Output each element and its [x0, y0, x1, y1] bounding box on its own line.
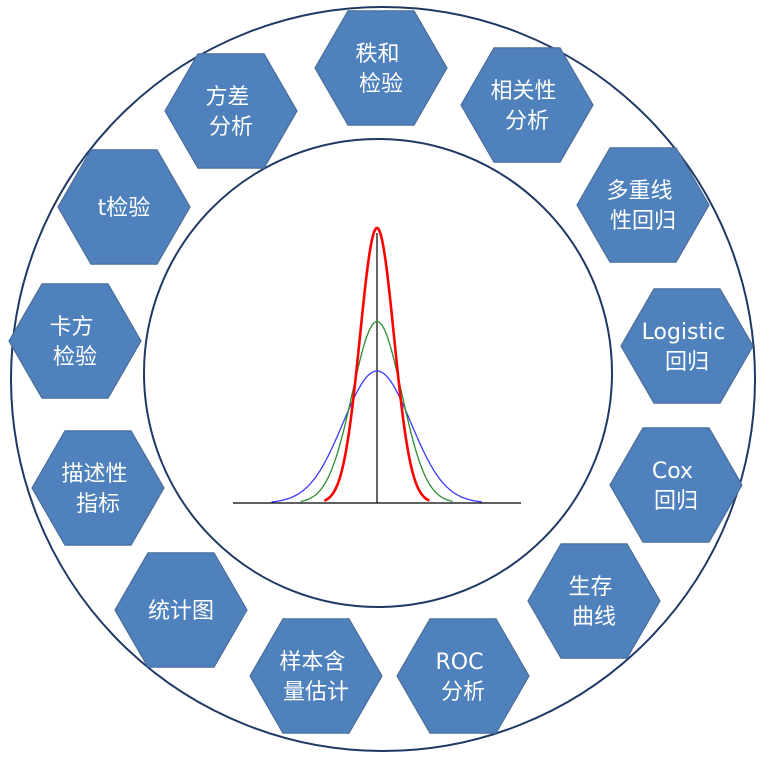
hexagon-shape	[8, 283, 142, 399]
method-label: 方差 分析	[205, 85, 256, 140]
curve-tall	[323, 226, 430, 502]
hexagon-shape	[57, 149, 191, 265]
method-label: 样本含 量估计	[279, 650, 352, 705]
method-label: t检验	[98, 196, 151, 221]
method-label: 生存 曲线	[568, 575, 619, 630]
normal-distribution-curves-icon	[233, 226, 521, 504]
method-t-test[interactable]: t检验	[57, 149, 191, 265]
hexagon-shape	[460, 47, 594, 163]
method-chi-square-test[interactable]: 卡方 检验	[8, 283, 142, 399]
hexagon-shape	[576, 147, 710, 263]
curve-wide	[271, 370, 482, 503]
method-descriptive-indicators[interactable]: 描述性 指标	[31, 430, 165, 546]
method-label: Cox 回归	[652, 459, 700, 514]
inner-ring	[143, 138, 613, 608]
hexagon-shape	[114, 552, 248, 668]
method-label: 统计图	[148, 599, 214, 624]
method-multiple-linear-regression[interactable]: 多重线 性回归	[576, 147, 710, 263]
method-roc-analysis[interactable]: ROC 分析	[396, 618, 530, 734]
method-statistical-chart[interactable]: 统计图	[114, 552, 248, 668]
hexagon-shape	[396, 618, 530, 734]
method-correlation-analysis[interactable]: 相关性 分析	[460, 47, 594, 163]
method-label: ROC 分析	[436, 650, 491, 705]
method-cox-regression[interactable]: Cox 回归	[609, 427, 743, 543]
hexagon-shape	[164, 53, 298, 169]
hexagon-shape	[527, 543, 661, 659]
curve-mid	[300, 320, 453, 503]
hexagon-shape	[609, 427, 743, 543]
hexagon-shape	[249, 618, 383, 734]
method-logistic-regression[interactable]: Logistic 回归	[620, 288, 754, 404]
method-label: 卡方 检验	[49, 315, 100, 370]
method-label: 多重线 性回归	[606, 179, 679, 234]
hexagon-shape	[31, 430, 165, 546]
hexagon-shape	[314, 10, 448, 126]
method-label: Logistic 回归	[642, 320, 733, 375]
method-hexagons: 秩和 检验 相关性 分析 多重线 性回归 Logistic 回归	[8, 10, 754, 734]
method-rank-sum-test[interactable]: 秩和 检验	[314, 10, 448, 126]
method-label: 秩和 检验	[355, 42, 406, 97]
hexagon-shape	[620, 288, 754, 404]
method-analysis-of-variance[interactable]: 方差 分析	[164, 53, 298, 169]
method-label: 相关性 分析	[490, 79, 563, 134]
method-survival-curve[interactable]: 生存 曲线	[527, 543, 661, 659]
method-sample-size-estimation[interactable]: 样本含 量估计	[249, 618, 383, 734]
method-label: 描述性 指标	[61, 462, 134, 517]
